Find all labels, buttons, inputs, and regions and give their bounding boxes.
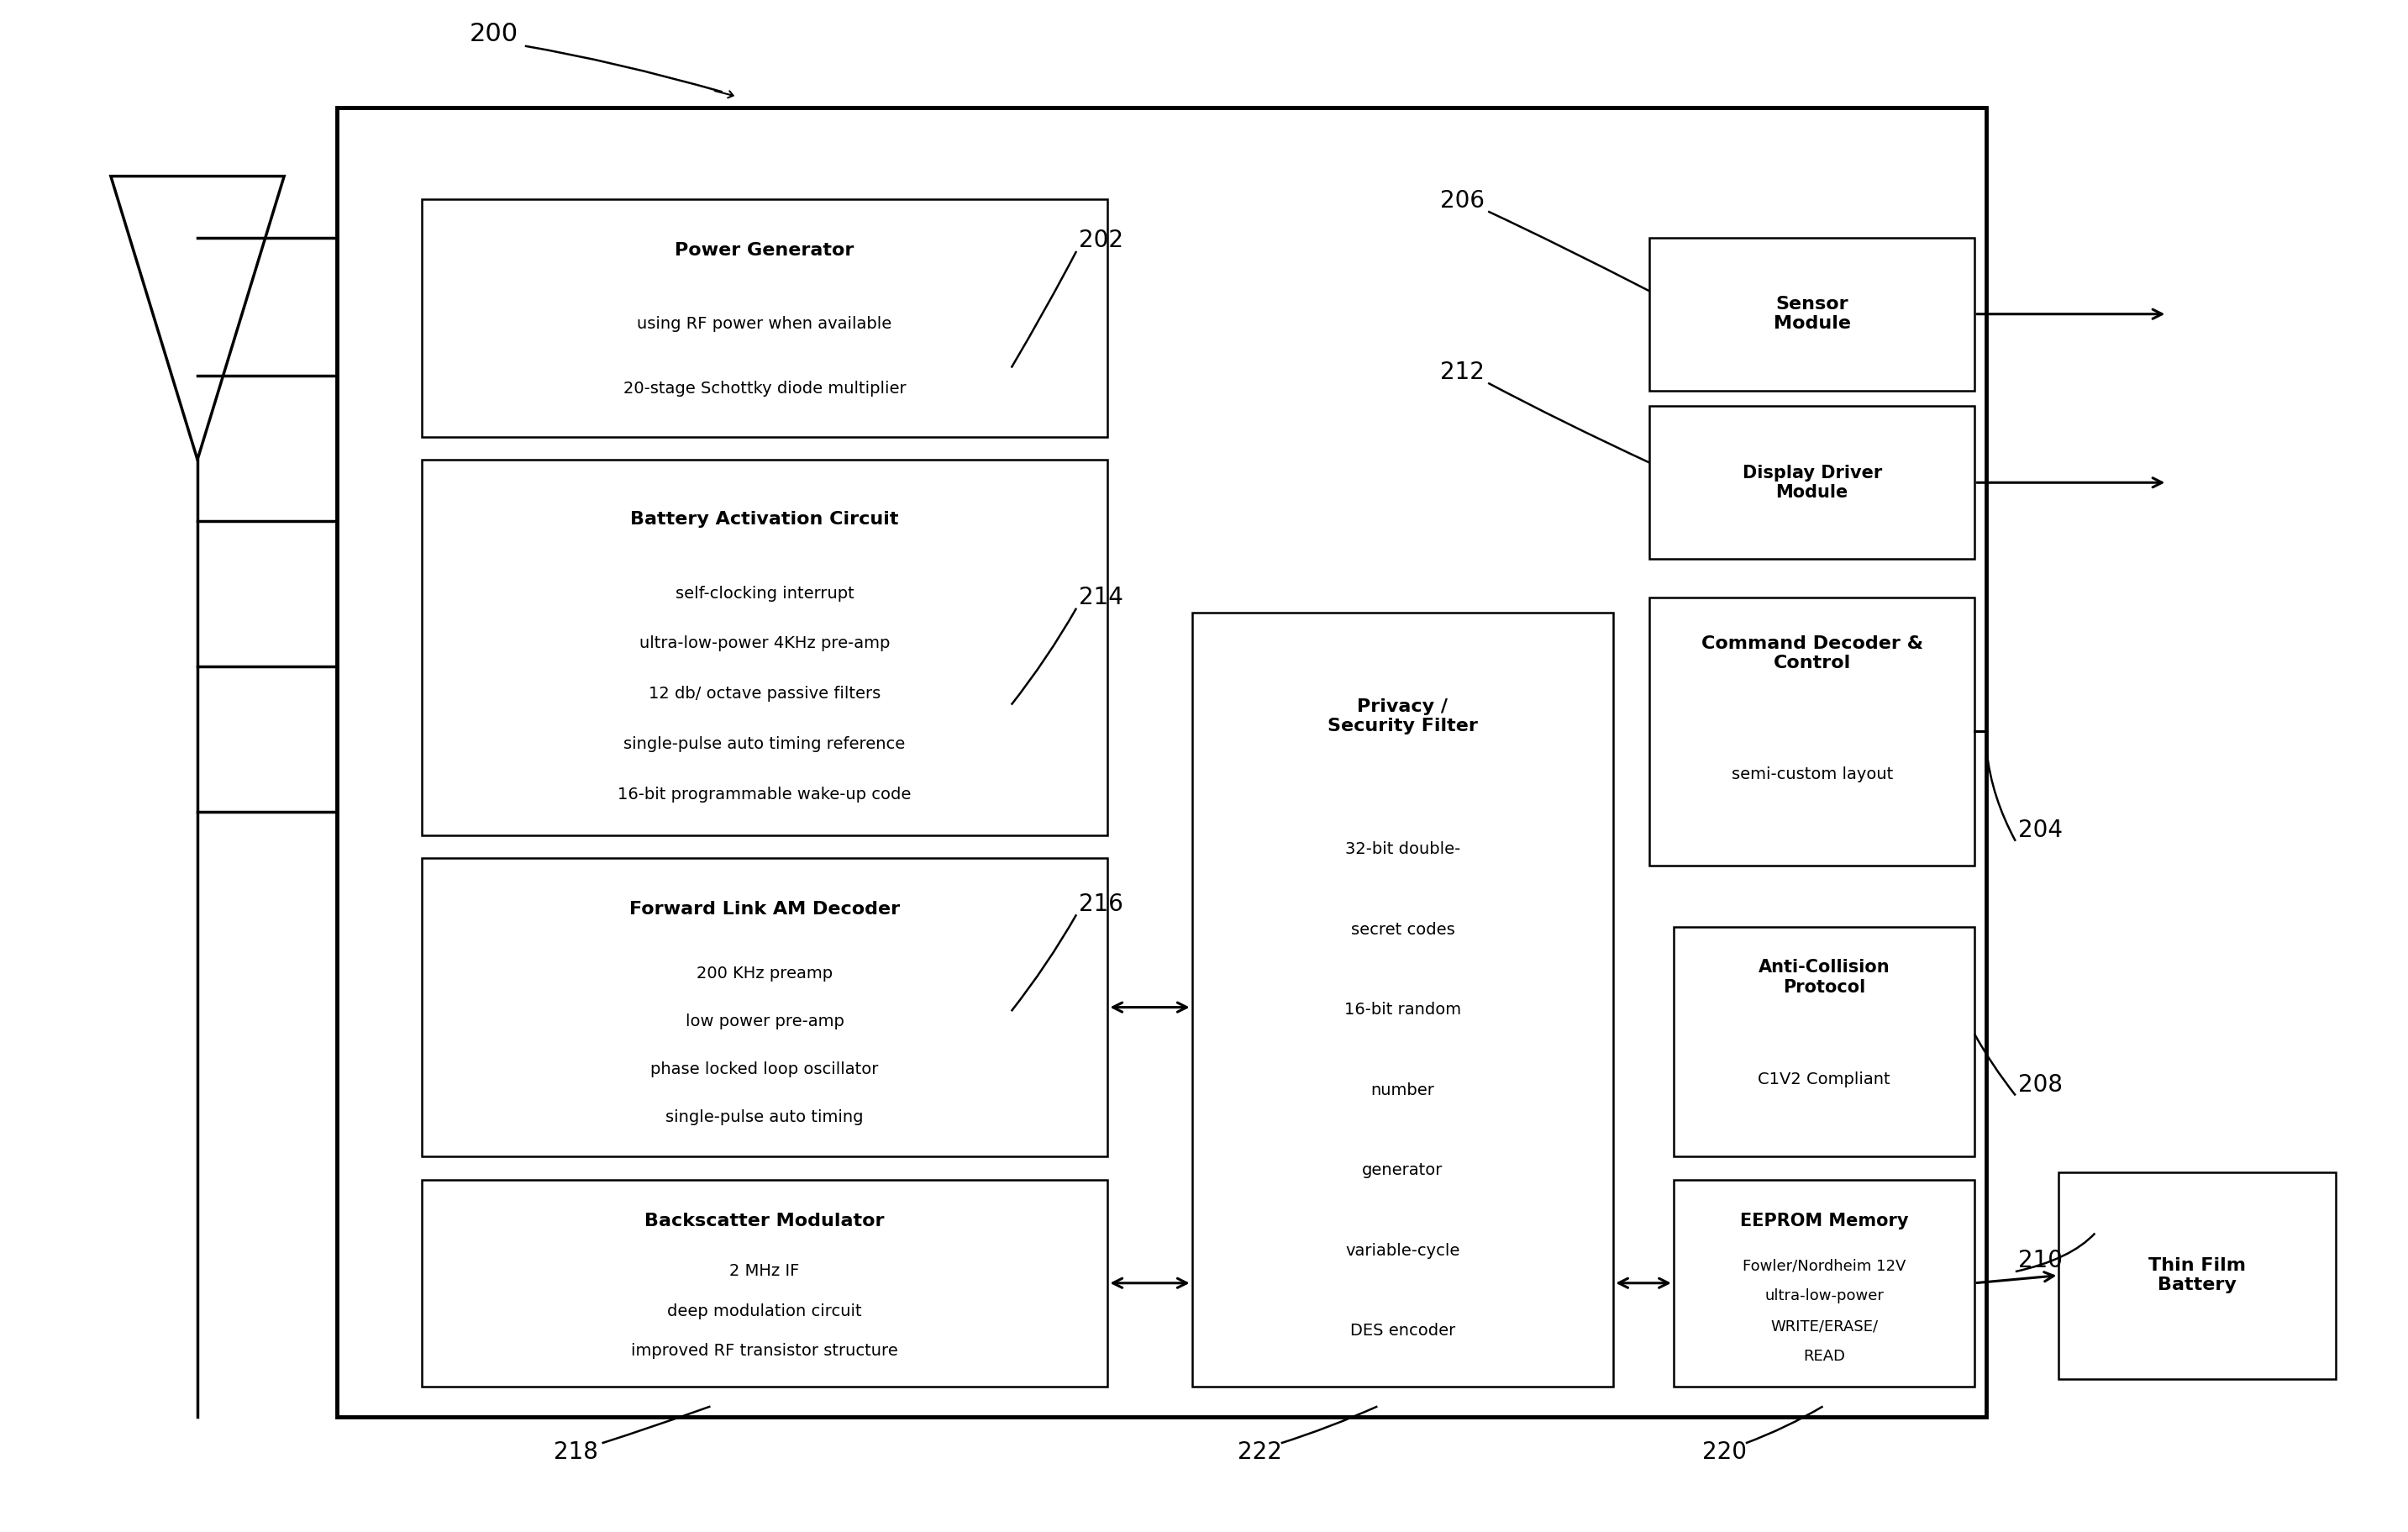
Text: generator: generator bbox=[1363, 1163, 1442, 1178]
Text: semi-custom layout: semi-custom layout bbox=[1731, 766, 1893, 783]
Text: Privacy /
Security Filter: Privacy / Security Filter bbox=[1327, 699, 1479, 734]
Text: Sensor
Module: Sensor Module bbox=[1772, 296, 1852, 332]
Text: Fowler/Nordheim 12V: Fowler/Nordheim 12V bbox=[1743, 1259, 1905, 1273]
Text: 210: 210 bbox=[2018, 1249, 2061, 1273]
Text: deep modulation circuit: deep modulation circuit bbox=[667, 1304, 862, 1319]
Text: Backscatter Modulator: Backscatter Modulator bbox=[645, 1212, 884, 1229]
Bar bbox=[421, 858, 1108, 1157]
Text: EEPROM Memory: EEPROM Memory bbox=[1741, 1212, 1907, 1229]
Text: 204: 204 bbox=[2018, 818, 2061, 843]
Bar bbox=[1674, 927, 1975, 1157]
Text: 16-bit programmable wake-up code: 16-bit programmable wake-up code bbox=[619, 786, 910, 803]
Bar bbox=[1649, 237, 1975, 391]
Text: Battery Activation Circuit: Battery Activation Circuit bbox=[631, 510, 898, 527]
Text: C1V2 Compliant: C1V2 Compliant bbox=[1758, 1071, 1890, 1088]
Text: Power Generator: Power Generator bbox=[674, 242, 855, 259]
Text: 212: 212 bbox=[1440, 360, 1483, 385]
Bar bbox=[421, 199, 1108, 437]
Text: 216: 216 bbox=[1079, 892, 1122, 916]
Bar bbox=[2059, 1172, 2336, 1379]
Text: 12 db/ octave passive filters: 12 db/ octave passive filters bbox=[648, 686, 881, 702]
Text: using RF power when available: using RF power when available bbox=[638, 316, 891, 332]
Text: self-clocking interrupt: self-clocking interrupt bbox=[674, 585, 855, 602]
Bar bbox=[421, 460, 1108, 835]
Text: 218: 218 bbox=[554, 1440, 597, 1465]
Text: 222: 222 bbox=[1238, 1440, 1281, 1465]
Text: 208: 208 bbox=[2018, 1072, 2061, 1097]
Text: ultra-low-power 4KHz pre-amp: ultra-low-power 4KHz pre-amp bbox=[638, 636, 891, 651]
Text: WRITE/ERASE/: WRITE/ERASE/ bbox=[1770, 1319, 1878, 1334]
Bar bbox=[1192, 613, 1613, 1386]
Text: single-pulse auto timing: single-pulse auto timing bbox=[665, 1109, 864, 1126]
Text: improved RF transistor structure: improved RF transistor structure bbox=[631, 1344, 898, 1359]
Bar bbox=[1674, 1180, 1975, 1386]
Text: ultra-low-power: ultra-low-power bbox=[1765, 1288, 1883, 1304]
Text: 214: 214 bbox=[1079, 585, 1122, 610]
Text: 202: 202 bbox=[1079, 228, 1122, 253]
Text: secret codes: secret codes bbox=[1351, 922, 1454, 938]
Bar bbox=[1649, 406, 1975, 559]
Bar bbox=[421, 1180, 1108, 1386]
Text: 206: 206 bbox=[1440, 188, 1483, 213]
Text: number: number bbox=[1370, 1082, 1435, 1098]
Text: Display Driver
Module: Display Driver Module bbox=[1741, 464, 1883, 501]
Text: 32-bit double-: 32-bit double- bbox=[1346, 841, 1459, 858]
Text: variable-cycle: variable-cycle bbox=[1346, 1242, 1459, 1259]
Text: 220: 220 bbox=[1702, 1440, 1746, 1465]
Text: Thin Film
Battery: Thin Film Battery bbox=[2148, 1258, 2247, 1293]
Text: 2 MHz IF: 2 MHz IF bbox=[730, 1264, 799, 1279]
Bar bbox=[1649, 597, 1975, 866]
Text: Command Decoder &
Control: Command Decoder & Control bbox=[1700, 636, 1924, 671]
Text: 200 KHz preamp: 200 KHz preamp bbox=[696, 965, 833, 982]
Text: 200: 200 bbox=[470, 21, 518, 46]
Text: READ: READ bbox=[1804, 1348, 1845, 1363]
Bar bbox=[337, 107, 1987, 1417]
Text: 20-stage Schottky diode multiplier: 20-stage Schottky diode multiplier bbox=[624, 381, 905, 397]
Text: DES encoder: DES encoder bbox=[1351, 1324, 1454, 1339]
Text: low power pre-amp: low power pre-amp bbox=[686, 1014, 843, 1030]
Text: phase locked loop oscillator: phase locked loop oscillator bbox=[650, 1062, 879, 1077]
Text: Anti-Collision
Protocol: Anti-Collision Protocol bbox=[1758, 959, 1890, 996]
Text: 16-bit random: 16-bit random bbox=[1344, 1002, 1462, 1017]
Text: single-pulse auto timing reference: single-pulse auto timing reference bbox=[624, 737, 905, 752]
Text: Forward Link AM Decoder: Forward Link AM Decoder bbox=[628, 901, 901, 918]
